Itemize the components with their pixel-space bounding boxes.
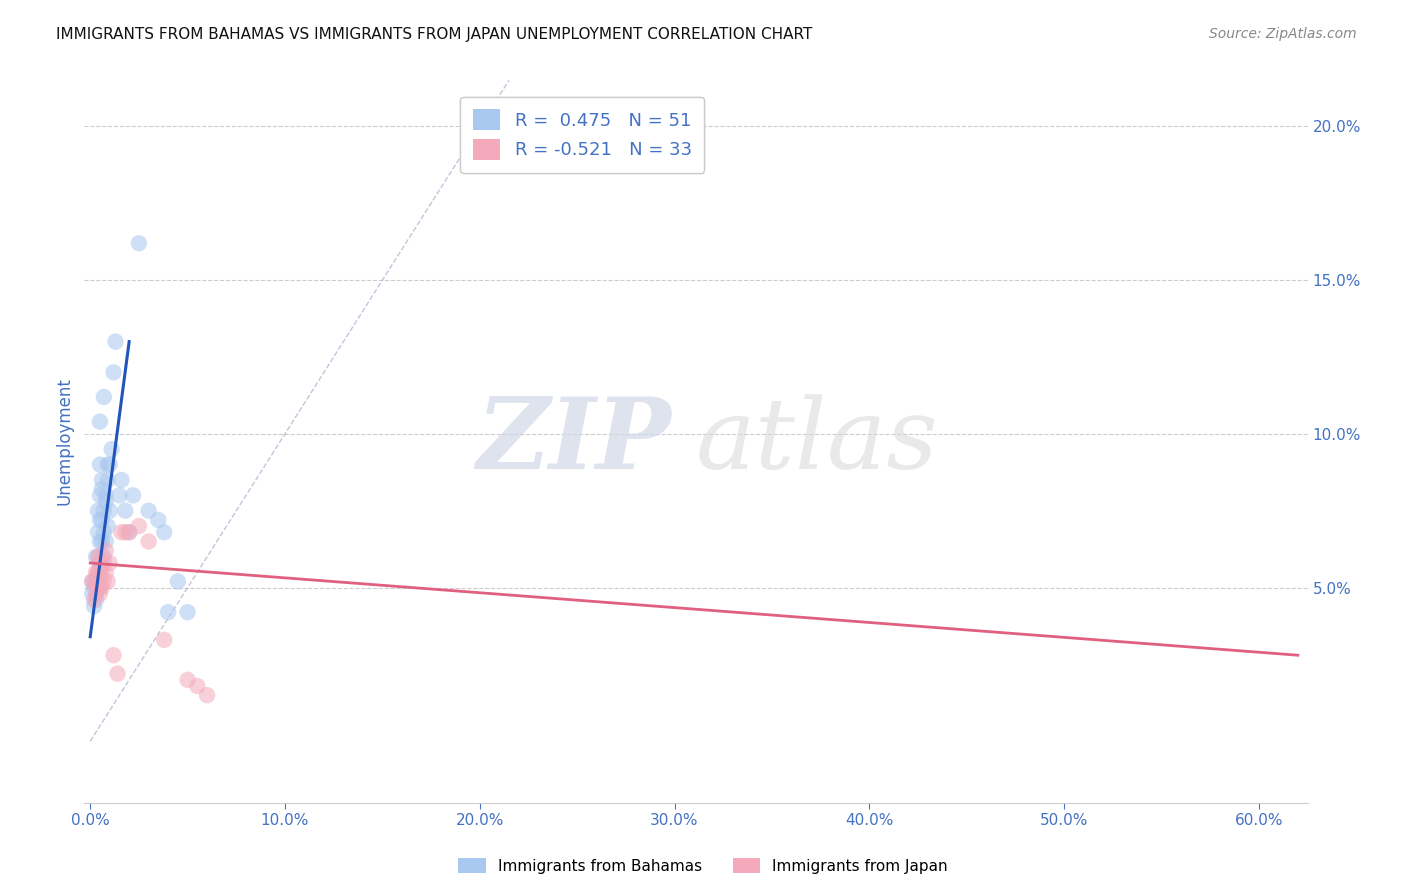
Point bbox=[153, 632, 176, 647]
Point bbox=[97, 458, 120, 472]
Text: ZIP: ZIP bbox=[477, 393, 672, 490]
Point bbox=[90, 534, 112, 549]
Point bbox=[89, 574, 111, 589]
Point bbox=[89, 488, 111, 502]
Point bbox=[84, 549, 107, 564]
Point bbox=[90, 482, 112, 496]
Point bbox=[104, 334, 127, 349]
Point bbox=[93, 549, 115, 564]
Point bbox=[153, 525, 176, 540]
Point bbox=[195, 688, 218, 702]
Point bbox=[186, 679, 208, 693]
Point bbox=[98, 504, 121, 518]
Point bbox=[87, 525, 110, 540]
Y-axis label: Unemployment: Unemployment bbox=[55, 377, 73, 506]
Point bbox=[84, 587, 107, 601]
Point bbox=[93, 556, 115, 570]
Point bbox=[84, 565, 107, 579]
Point bbox=[83, 574, 105, 589]
Point bbox=[87, 581, 110, 595]
Text: IMMIGRANTS FROM BAHAMAS VS IMMIGRANTS FROM JAPAN UNEMPLOYMENT CORRELATION CHART: IMMIGRANTS FROM BAHAMAS VS IMMIGRANTS FR… bbox=[56, 27, 813, 42]
Point bbox=[89, 415, 111, 429]
Point bbox=[93, 574, 115, 589]
Point bbox=[118, 525, 141, 540]
Point bbox=[89, 587, 111, 601]
Point bbox=[114, 525, 136, 540]
Point bbox=[90, 581, 112, 595]
Point bbox=[118, 525, 141, 540]
Point bbox=[138, 534, 160, 549]
Point bbox=[100, 442, 122, 457]
Point bbox=[176, 673, 198, 687]
Point bbox=[82, 574, 104, 589]
Point bbox=[94, 494, 117, 508]
Point bbox=[108, 488, 131, 502]
Point bbox=[138, 504, 160, 518]
Legend: R =  0.475   N = 51, R = -0.521   N = 33: R = 0.475 N = 51, R = -0.521 N = 33 bbox=[460, 96, 704, 172]
Point bbox=[90, 473, 112, 487]
Point bbox=[98, 556, 121, 570]
Point bbox=[87, 549, 110, 564]
Point bbox=[97, 574, 120, 589]
Point bbox=[84, 593, 107, 607]
Point bbox=[87, 549, 110, 564]
Point bbox=[176, 605, 198, 619]
Text: Source: ZipAtlas.com: Source: ZipAtlas.com bbox=[1209, 27, 1357, 41]
Point bbox=[107, 666, 129, 681]
Point bbox=[83, 581, 105, 595]
Point bbox=[166, 574, 188, 589]
Point bbox=[90, 549, 112, 564]
Point bbox=[87, 504, 110, 518]
Point bbox=[82, 587, 104, 601]
Point bbox=[90, 562, 112, 576]
Point bbox=[89, 458, 111, 472]
Point bbox=[114, 504, 136, 518]
Point bbox=[87, 565, 110, 579]
Point bbox=[87, 565, 110, 579]
Text: atlas: atlas bbox=[696, 394, 939, 489]
Point bbox=[94, 565, 117, 579]
Point bbox=[122, 488, 145, 502]
Point bbox=[94, 534, 117, 549]
Point bbox=[89, 581, 111, 595]
Point bbox=[103, 365, 125, 379]
Point bbox=[148, 513, 170, 527]
Point bbox=[84, 574, 107, 589]
Point bbox=[93, 390, 115, 404]
Point bbox=[103, 648, 125, 663]
Point bbox=[82, 574, 104, 589]
Point bbox=[128, 519, 150, 533]
Point bbox=[87, 581, 110, 595]
Point bbox=[157, 605, 180, 619]
Point bbox=[110, 473, 132, 487]
Point bbox=[87, 581, 110, 595]
Point bbox=[89, 534, 111, 549]
Point bbox=[89, 556, 111, 570]
Point bbox=[89, 565, 111, 579]
Point bbox=[89, 513, 111, 527]
Point bbox=[98, 458, 121, 472]
Point bbox=[83, 599, 105, 613]
Point bbox=[89, 556, 111, 570]
Point bbox=[128, 236, 150, 251]
Point bbox=[93, 504, 115, 518]
Point bbox=[97, 519, 120, 533]
Point bbox=[94, 543, 117, 558]
Point bbox=[93, 525, 115, 540]
Point bbox=[94, 488, 117, 502]
Legend: Immigrants from Bahamas, Immigrants from Japan: Immigrants from Bahamas, Immigrants from… bbox=[451, 852, 955, 880]
Point bbox=[97, 473, 120, 487]
Point bbox=[90, 556, 112, 570]
Point bbox=[83, 593, 105, 607]
Point bbox=[110, 525, 132, 540]
Point bbox=[90, 513, 112, 527]
